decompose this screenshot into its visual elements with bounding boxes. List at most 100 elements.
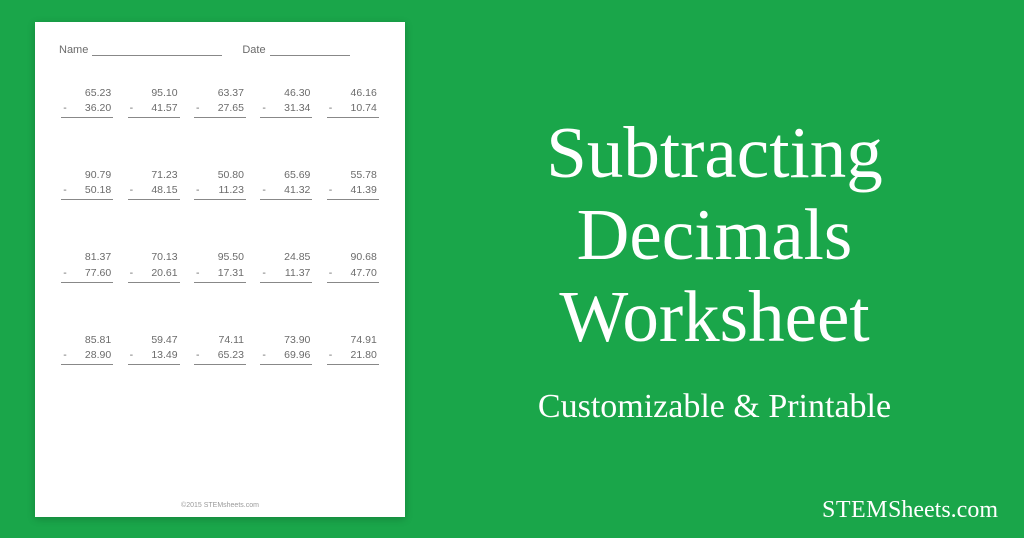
subtrahend: 21.80 <box>351 348 377 363</box>
subtraction-problem: 50.80- 11.23 <box>194 168 246 200</box>
subtrahend: 10.74 <box>351 101 377 116</box>
brand-tld: .com <box>951 497 998 523</box>
minuend: 24.85 <box>260 250 312 265</box>
minus-sign: - <box>196 266 200 281</box>
title-line-2: Decimals <box>577 194 853 275</box>
subtraction-problem: 46.30- 31.34 <box>260 86 312 118</box>
subtrahend-row: - 17.31 <box>194 266 246 283</box>
subtraction-problem: 90.68- 47.70 <box>327 250 379 282</box>
subtraction-problem: 95.50- 17.31 <box>194 250 246 282</box>
minus-sign: - <box>196 183 200 198</box>
subtraction-problem: 95.10-41.57 <box>128 86 180 118</box>
subtraction-problem: 63.37- 27.65 <box>194 86 246 118</box>
subtrahend: 69.96 <box>284 348 310 363</box>
subtrahend: 11.37 <box>285 266 311 281</box>
minus-sign: - <box>329 348 333 363</box>
subtrahend: 31.34 <box>284 101 310 116</box>
minuend: 55.78 <box>327 168 379 183</box>
minus-sign: - <box>262 266 266 281</box>
subtrahend-row: - 20.61 <box>128 266 180 283</box>
subtraction-problem: 73.90- 69.96 <box>260 333 312 365</box>
minus-sign: - <box>262 101 266 116</box>
subtrahend-row: - 69.96 <box>260 348 312 365</box>
subtrahend-row: -36.20 <box>61 101 113 118</box>
subtraction-problem: 55.78-41.39 <box>327 168 379 200</box>
minus-sign: - <box>63 348 67 363</box>
minuend: 50.80 <box>194 168 246 183</box>
promo-banner: Name Date 65.23-36.2095.10-41.5763.37-27… <box>0 0 1024 538</box>
subtraction-problem: 81.37-77.60 <box>61 250 113 282</box>
subtraction-problem: 46.16- 10.74 <box>327 86 379 118</box>
subtrahend-row: - 11.23 <box>194 183 246 200</box>
subtraction-problem: 85.81-28.90 <box>61 333 113 365</box>
title-line-1: Subtracting <box>546 112 883 193</box>
subtrahend: 47.70 <box>351 266 377 281</box>
subtrahend: 17.31 <box>218 266 244 281</box>
subtraction-problem: 74.11- 65.23 <box>194 333 246 365</box>
minuend: 90.68 <box>327 250 379 265</box>
minuend: 70.13 <box>128 250 180 265</box>
subtrahend: 50.18 <box>85 183 111 198</box>
subtrahend: 28.90 <box>85 348 111 363</box>
subtrahend-row: - 47.70 <box>327 266 379 283</box>
minus-sign: - <box>63 101 67 116</box>
minuend: 90.79 <box>61 168 113 183</box>
minuend: 81.37 <box>61 250 113 265</box>
subtrahend-row: - 10.74 <box>327 101 379 118</box>
minuend: 71.23 <box>128 168 180 183</box>
minuend: 63.37 <box>194 86 246 101</box>
subtrahend-row: -41.57 <box>128 101 180 118</box>
minuend: 74.91 <box>327 333 379 348</box>
minus-sign: - <box>262 348 266 363</box>
minus-sign: - <box>63 183 67 198</box>
date-field: Date <box>242 44 349 56</box>
minuend: 73.90 <box>260 333 312 348</box>
subtraction-problem: 71.23- 48.15 <box>128 168 180 200</box>
subtrahend-row: - 21.80 <box>327 348 379 365</box>
minuend: 46.30 <box>260 86 312 101</box>
brand-stem: STEM <box>822 497 888 523</box>
minus-sign: - <box>329 266 333 281</box>
minus-sign: - <box>130 348 134 363</box>
subtitle: Customizable & Printable <box>445 388 984 426</box>
minus-sign: - <box>130 183 134 198</box>
minus-sign: - <box>196 101 200 116</box>
minus-sign: - <box>329 101 333 116</box>
subtraction-problem: 65.69-41.32 <box>260 168 312 200</box>
subtrahend-row: - 50.18 <box>61 183 113 200</box>
worksheet-header: Name Date <box>59 44 381 56</box>
subtrahend-row: -41.39 <box>327 183 379 200</box>
subtraction-problem: 24.85- 11.37 <box>260 250 312 282</box>
subtrahend: 65.23 <box>218 348 244 363</box>
subtrahend-row: -77.60 <box>61 266 113 283</box>
name-blank-line <box>92 44 222 56</box>
name-field: Name <box>59 44 222 56</box>
subtraction-problem: 70.13- 20.61 <box>128 250 180 282</box>
date-blank-line <box>270 44 350 56</box>
name-label: Name <box>59 44 88 56</box>
minuend: 46.16 <box>327 86 379 101</box>
subtrahend: 20.61 <box>151 266 177 281</box>
minus-sign: - <box>130 266 134 281</box>
main-title: Subtracting Decimals Worksheet <box>445 112 984 357</box>
subtraction-problem: 90.79- 50.18 <box>61 168 113 200</box>
minus-sign: - <box>196 348 200 363</box>
subtrahend: 41.32 <box>284 183 310 198</box>
subtrahend-row: - 28.90 <box>61 348 113 365</box>
minuend: 95.10 <box>128 86 180 101</box>
subtrahend-row: -41.32 <box>260 183 312 200</box>
worksheet-footer: ©2015 STEMsheets.com <box>35 502 405 509</box>
subtraction-problem: 65.23-36.20 <box>61 86 113 118</box>
subtrahend-row: - 27.65 <box>194 101 246 118</box>
minus-sign: - <box>329 183 333 198</box>
brand-sheets: Sheets <box>888 497 951 523</box>
minuend: 59.47 <box>128 333 180 348</box>
subtrahend: 27.65 <box>218 101 244 116</box>
subtrahend-row: -13.49 <box>128 348 180 365</box>
minuend: 95.50 <box>194 250 246 265</box>
subtrahend: 48.15 <box>151 183 177 198</box>
minuend: 74.11 <box>194 333 246 348</box>
minuend: 65.69 <box>260 168 312 183</box>
subtrahend: 11.23 <box>218 183 244 198</box>
subtrahend: 77.60 <box>85 266 111 281</box>
